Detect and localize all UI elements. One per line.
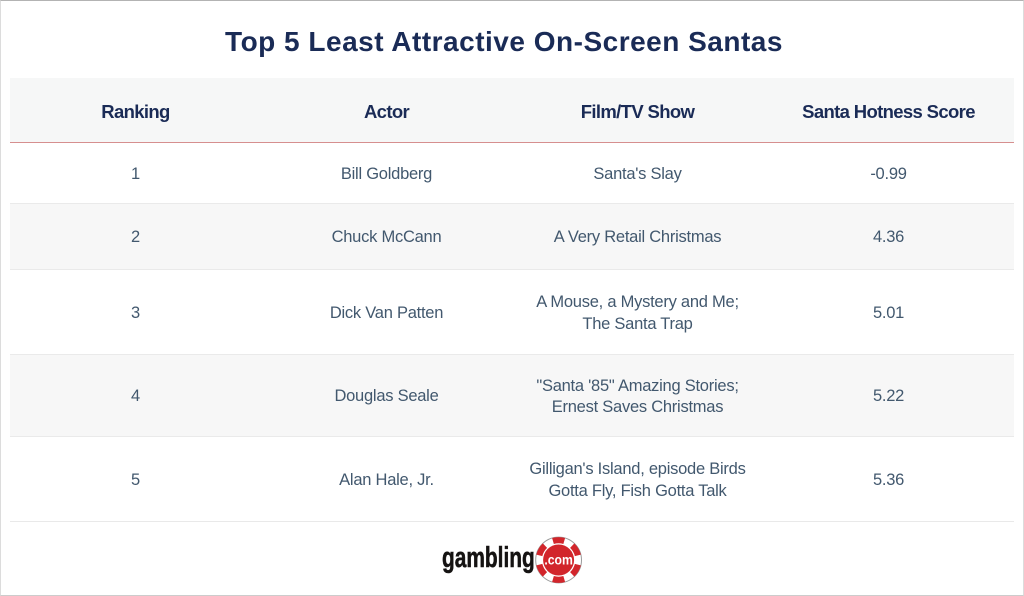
svg-text:.com: .com [544,552,573,568]
